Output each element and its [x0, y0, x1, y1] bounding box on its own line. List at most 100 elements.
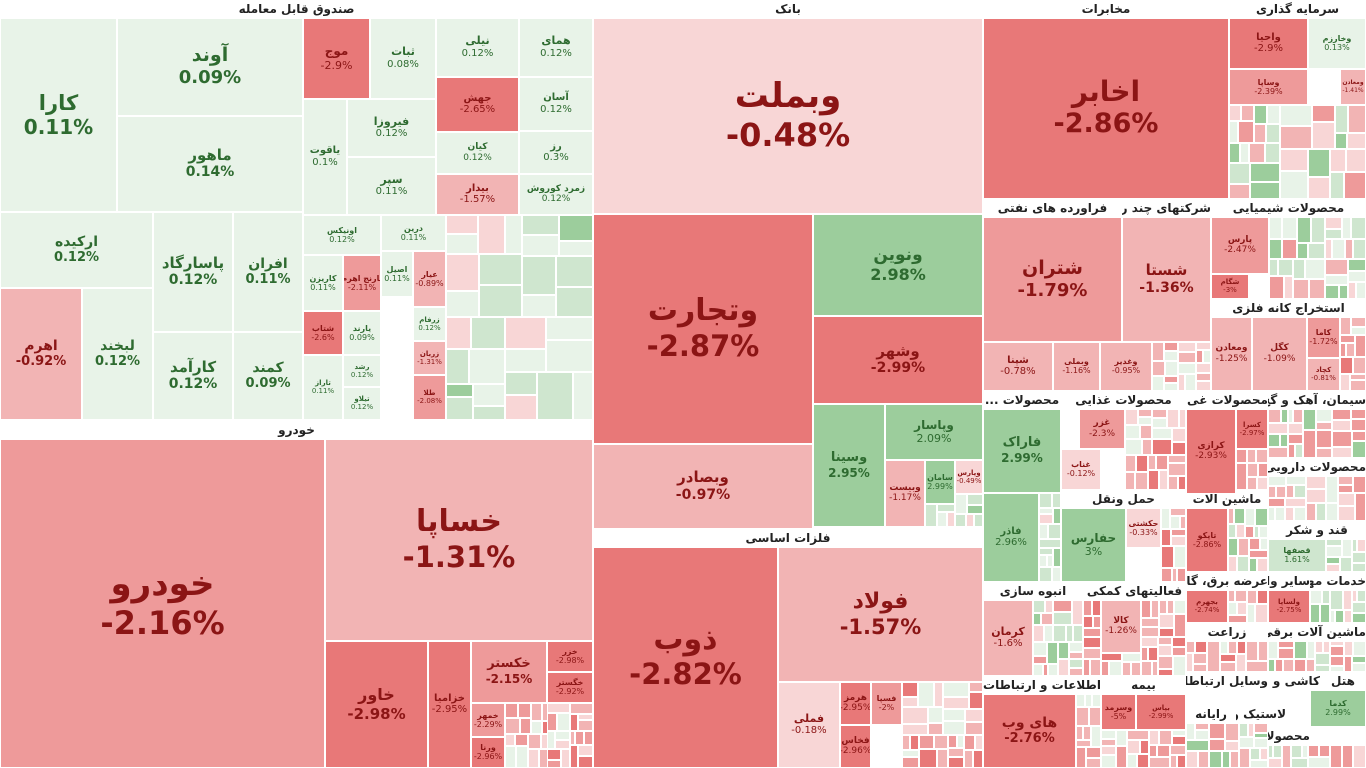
stock-tile-small[interactable] — [1149, 745, 1157, 757]
stock-tile[interactable]: زمرد کوروش 0.12% — [519, 174, 593, 215]
stock-tile[interactable]: خزامیا -2.95% — [428, 641, 471, 768]
stock-tile-small[interactable] — [1125, 439, 1142, 455]
stock-tile-small[interactable] — [1101, 730, 1116, 739]
stock-tile[interactable]: فولاد -1.57% — [778, 547, 983, 682]
stock-tile-small[interactable] — [1138, 417, 1152, 425]
stock-tile[interactable]: تاراز 0.11% — [303, 355, 343, 420]
stock-tile[interactable]: زربان -1.31% — [413, 341, 446, 375]
stock-tile-small[interactable] — [1141, 661, 1152, 676]
stock-tile-small[interactable] — [1039, 524, 1048, 539]
stock-tile-small[interactable] — [570, 731, 575, 745]
stock-tile-small[interactable] — [1170, 508, 1186, 516]
stock-tile-small[interactable] — [1053, 612, 1072, 625]
stock-tile-small[interactable] — [1308, 757, 1330, 768]
stock-tile-small[interactable] — [1220, 662, 1236, 672]
stock-tile-small[interactable] — [1109, 661, 1122, 676]
stock-tile[interactable]: موج -2.9% — [303, 18, 370, 99]
stock-tile-small[interactable] — [556, 287, 593, 317]
stock-tile-small[interactable] — [1164, 351, 1178, 361]
stock-tile-small[interactable] — [1325, 217, 1342, 229]
stock-tile-small[interactable] — [1168, 463, 1186, 476]
stock-tile-small[interactable] — [1152, 342, 1164, 361]
stock-tile-small[interactable] — [1083, 600, 1092, 616]
stock-tile-small[interactable] — [1083, 648, 1101, 659]
stock-tile-small[interactable] — [1307, 641, 1315, 659]
stock-tile-small[interactable] — [1207, 641, 1220, 672]
stock-tile-small[interactable] — [1269, 239, 1282, 259]
stock-tile-small[interactable] — [1250, 182, 1280, 199]
stock-tile-small[interactable] — [1141, 647, 1148, 661]
stock-tile[interactable]: ماهور 0.14% — [117, 116, 303, 212]
stock-tile-small[interactable] — [1357, 590, 1366, 602]
stock-tile-small[interactable] — [1282, 217, 1297, 239]
stock-tile[interactable]: خساپا -1.31% — [325, 439, 593, 641]
stock-tile-small[interactable] — [1250, 163, 1280, 182]
stock-tile-small[interactable] — [1053, 548, 1061, 567]
stock-tile-small[interactable] — [1280, 149, 1308, 171]
stock-tile-small[interactable] — [928, 723, 943, 735]
stock-tile-small[interactable] — [555, 740, 570, 749]
stock-tile-small[interactable] — [902, 697, 918, 707]
stock-tile-small[interactable] — [546, 340, 593, 372]
stock-tile-small[interactable] — [1355, 493, 1366, 521]
stock-tile-small[interactable] — [1353, 357, 1366, 374]
stock-tile-small[interactable] — [1353, 476, 1366, 493]
stock-tile[interactable]: وساپا -2.39% — [1229, 69, 1308, 105]
stock-tile[interactable]: رشد 0.12% — [343, 355, 381, 387]
stock-tile[interactable]: ذوب -2.82% — [593, 547, 778, 768]
stock-tile-small[interactable] — [1033, 613, 1041, 625]
stock-tile-small[interactable] — [1159, 470, 1168, 490]
stock-tile[interactable]: آوند 0.09% — [117, 18, 303, 116]
stock-tile-small[interactable] — [1186, 641, 1195, 653]
stock-tile-small[interactable] — [1340, 317, 1351, 335]
stock-tile-small[interactable] — [1092, 694, 1101, 707]
stock-tile-small[interactable] — [955, 514, 966, 527]
stock-tile-small[interactable] — [1171, 536, 1186, 546]
stock-tile-small[interactable] — [1356, 282, 1366, 299]
stock-tile[interactable]: خگستر -2.92% — [547, 672, 593, 703]
stock-tile-small[interactable] — [1352, 441, 1366, 458]
stock-tile-small[interactable] — [1325, 229, 1342, 239]
stock-tile-small[interactable] — [1069, 652, 1083, 659]
stock-tile-small[interactable] — [1346, 149, 1366, 172]
stock-tile-small[interactable] — [1288, 409, 1293, 423]
stock-tile[interactable]: خزر -2.98% — [547, 641, 593, 672]
stock-tile-small[interactable] — [1308, 243, 1325, 259]
stock-tile-small[interactable] — [446, 234, 478, 254]
stock-tile-small[interactable] — [1340, 357, 1353, 374]
stock-tile-small[interactable] — [1308, 149, 1330, 177]
stock-tile-small[interactable] — [1320, 604, 1330, 623]
stock-tile-small[interactable] — [555, 731, 570, 740]
stock-tile[interactable]: فملی -0.18% — [778, 682, 840, 768]
stock-tile-small[interactable] — [1268, 498, 1285, 507]
stock-tile-small[interactable] — [1288, 423, 1303, 434]
stock-tile-small[interactable] — [1239, 737, 1254, 748]
stock-tile-small[interactable] — [1161, 546, 1174, 568]
stock-tile-small[interactable] — [1125, 425, 1140, 439]
stock-tile-small[interactable] — [505, 317, 546, 349]
stock-tile[interactable]: فسپا -2% — [871, 682, 902, 725]
stock-tile-small[interactable] — [1152, 376, 1164, 391]
stock-tile-small[interactable] — [1222, 751, 1230, 768]
stock-tile-small[interactable] — [1229, 163, 1250, 184]
stock-tile-small[interactable] — [1086, 747, 1101, 758]
stock-tile-small[interactable] — [1268, 507, 1275, 521]
stock-tile-small[interactable] — [1058, 659, 1069, 676]
stock-tile-small[interactable] — [1066, 625, 1073, 642]
stock-tile-small[interactable] — [1310, 604, 1320, 623]
stock-tile-small[interactable] — [1325, 239, 1332, 259]
stock-tile-small[interactable] — [1278, 641, 1294, 648]
stock-tile-small[interactable] — [1149, 730, 1159, 745]
stock-tile-small[interactable] — [934, 735, 948, 749]
stock-tile-small[interactable] — [578, 720, 593, 731]
stock-tile-small[interactable] — [1148, 470, 1159, 490]
stock-tile-small[interactable] — [1330, 590, 1343, 610]
stock-tile-small[interactable] — [1240, 143, 1249, 163]
stock-tile-small[interactable] — [1284, 276, 1293, 299]
stock-tile-small[interactable] — [1167, 409, 1179, 428]
stock-tile-small[interactable] — [1315, 665, 1330, 672]
stock-tile[interactable]: وبصادر -0.97% — [593, 444, 813, 529]
stock-tile-small[interactable] — [1116, 746, 1127, 768]
stock-tile-small[interactable] — [1303, 430, 1316, 458]
stock-tile-small[interactable] — [1159, 614, 1174, 628]
